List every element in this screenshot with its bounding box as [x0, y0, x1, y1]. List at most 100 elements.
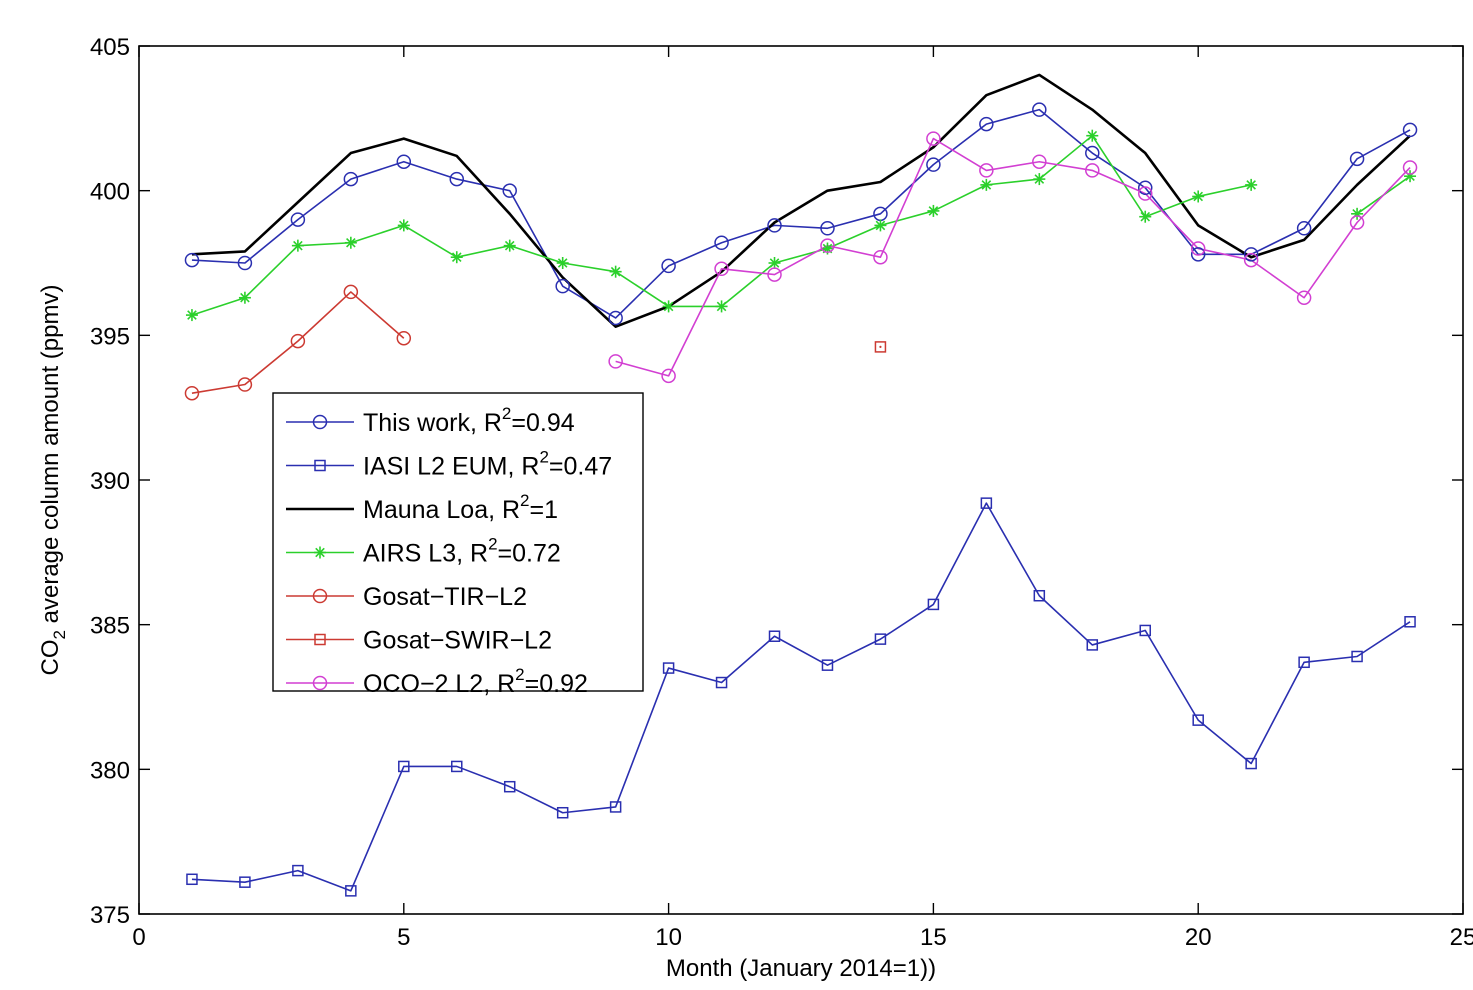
data-point-circle: [1402, 122, 1418, 138]
data-point-circle: [767, 218, 782, 233]
data-point-square: [768, 630, 781, 642]
data-point-circle: [290, 333, 306, 349]
data-point-circle: [1349, 215, 1365, 230]
legend-label-superscript: 2: [539, 448, 548, 467]
legend-label: AIRS L3, R2=0.72: [363, 535, 561, 568]
data-point-star: [662, 300, 675, 313]
data-point-square: [1404, 616, 1416, 628]
plot-markers: [184, 102, 1418, 897]
legend-label: OCO−2 L2, R2=0.92: [363, 665, 588, 698]
legend-label-suffix: =0.94: [511, 409, 574, 437]
legend-label-name: OCO−2 L2, R: [363, 670, 515, 698]
data-point-square: [609, 801, 622, 813]
data-point-star: [980, 178, 993, 191]
legend-label-suffix: =0.72: [498, 540, 561, 568]
data-point-circle: [1296, 221, 1312, 236]
data-point-star: [1139, 210, 1152, 223]
data-point-square: [186, 873, 198, 886]
data-point-square: [927, 598, 940, 611]
x-tick-label: 10: [655, 924, 682, 951]
y-tick-label: 405: [90, 34, 130, 61]
series-line-6: [615, 137, 1411, 377]
data-point-star: [927, 204, 940, 217]
data-point-circle: [1296, 290, 1312, 305]
tick-labels: 0 5 10 15 20 25 375 380 385 390 395 400 405: [90, 34, 1473, 951]
x-tick-label: 25: [1450, 924, 1473, 951]
y-tick-label: 380: [90, 757, 130, 784]
series-line-4: [191, 291, 405, 394]
y-axis-label-rest: average column amount (ppmv): [37, 285, 64, 631]
data-point-square: [1298, 656, 1310, 669]
legend-label-name: This work, R: [363, 409, 502, 437]
series-line-0: [191, 108, 1411, 319]
legend-label-suffix: =0.47: [549, 453, 612, 481]
data-point-square: [314, 459, 326, 472]
data-point-square: [874, 341, 887, 353]
data-point-star: [1192, 190, 1205, 203]
data-point-circle: [661, 368, 676, 384]
data-point-square: [821, 659, 834, 671]
legend-label-superscript: 2: [520, 491, 529, 510]
legend-label-superscript: 2: [502, 404, 511, 423]
data-point-star: [314, 546, 326, 559]
data-point-star: [768, 257, 781, 269]
data-point-circle: [396, 154, 412, 169]
data-point-circle: [1085, 145, 1100, 161]
data-point-dot: [879, 345, 882, 349]
x-tick-label: 15: [920, 924, 947, 951]
data-point-square: [1139, 624, 1151, 637]
data-point-square: [874, 633, 887, 645]
data-point-circle: [396, 330, 412, 346]
data-point-circle: [1085, 163, 1100, 178]
data-point-circle: [312, 588, 328, 604]
y-axis-label: CO2 average column amount (ppmv): [37, 285, 69, 676]
data-point-square: [556, 806, 569, 819]
data-point-circle: [449, 171, 465, 187]
data-point-star: [609, 265, 622, 278]
legend-label: Mauna Loa, R2=1: [363, 491, 558, 524]
y-tick-label: 385: [90, 613, 130, 640]
series-markers-0: [184, 102, 1418, 326]
data-point-circle: [873, 249, 888, 265]
data-point-circle: [767, 267, 782, 282]
x-tick-label: 0: [132, 924, 145, 951]
legend-label-name: Gosat−TIR−L2: [363, 583, 527, 611]
series-markers-4: [184, 284, 412, 401]
data-point-square: [451, 760, 463, 773]
legend-label-suffix: =0.92: [525, 670, 588, 698]
series-line-3: [191, 134, 1252, 316]
data-point-square: [503, 780, 516, 793]
data-point-circle: [979, 116, 994, 132]
data-point-circle: [343, 171, 359, 187]
legend-entry: AIRS L3, R2=0.72: [286, 535, 561, 568]
legend-label-name: IASI L2 EUM, R: [363, 453, 539, 481]
data-point-circle: [312, 675, 328, 691]
data-point-circle: [926, 157, 941, 172]
data-point-star: [185, 309, 198, 322]
legend-entry: OCO−2 L2, R2=0.92: [286, 665, 588, 698]
data-point-square: [980, 497, 993, 509]
data-point-star: [1033, 173, 1046, 186]
data-point-square: [239, 876, 251, 888]
legend-label: Gosat−SWIR−L2: [363, 627, 552, 655]
data-point-circle: [184, 252, 200, 268]
data-point-star: [238, 291, 251, 304]
data-point-star: [556, 257, 569, 269]
data-point-square: [1033, 589, 1046, 602]
data-point-circle: [820, 238, 835, 253]
y-tick-label: 375: [90, 902, 130, 929]
data-point-circle: [608, 310, 623, 326]
data-point-square: [1192, 714, 1204, 726]
y-axis-label-subscript: 2: [50, 630, 69, 639]
series-markers-6: [608, 131, 1418, 384]
data-point-square: [662, 662, 675, 674]
data-point-square: [1351, 650, 1363, 663]
data-point-circle: [1402, 160, 1418, 175]
legend-entry: Gosat−SWIR−L2: [286, 627, 552, 655]
data-point-star: [344, 236, 357, 249]
svg-text:CO2 average column amount (ppm: CO2 average column amount (ppmv): [37, 285, 69, 676]
data-point-circle: [1243, 247, 1259, 262]
data-point-circle: [820, 221, 835, 236]
data-point-circle: [1190, 247, 1206, 262]
